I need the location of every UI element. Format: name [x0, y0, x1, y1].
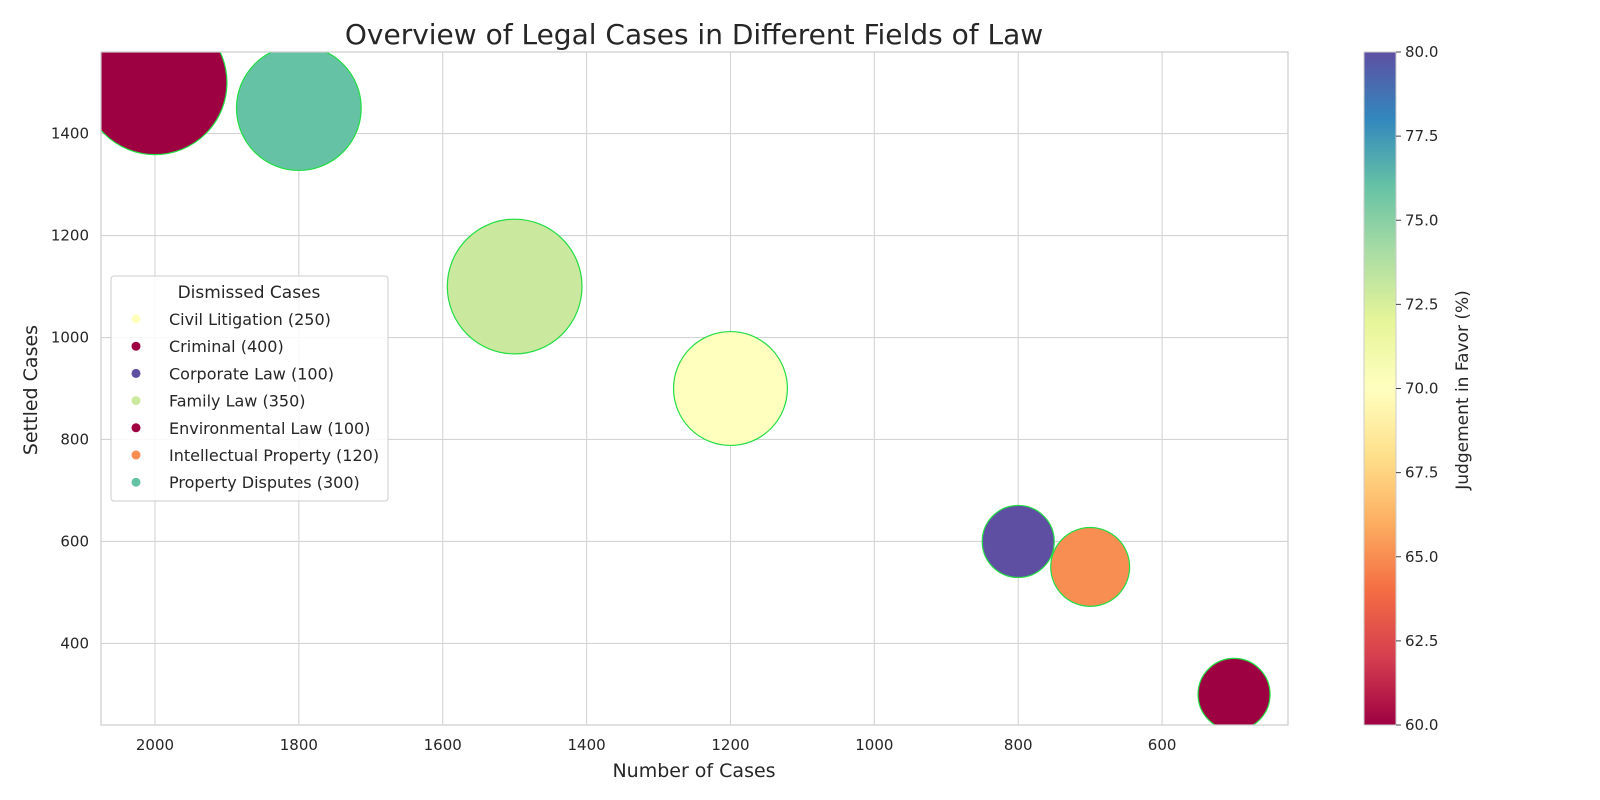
bubble [446, 218, 583, 355]
colorbar-label: Judgement in Favor (%) [1453, 290, 1473, 491]
legend-item: Family Law (350) [169, 392, 305, 411]
colorbar-tick-label: 62.5 [1405, 632, 1438, 650]
colorbar-tick-label: 80.0 [1405, 43, 1438, 61]
x-tick-label: 600 [1148, 736, 1177, 754]
legend-item: Environmental Law (100) [169, 419, 370, 438]
legend-item: Property Disputes (300) [169, 473, 360, 492]
colorbar: 60.0 62.5 65.0 67.5 70.0 72.5 75.0 77.5 80.0 Jud… [1363, 43, 1473, 734]
y-tick-label: 1000 [51, 329, 89, 347]
y-tick-label: 800 [60, 430, 89, 448]
x-tick-label: 1600 [424, 736, 462, 754]
y-tick-label: 1400 [51, 125, 89, 143]
legend-marker [131, 423, 141, 433]
bubble [101, 52, 228, 156]
legend-item: Corporate Law (100) [169, 364, 334, 383]
legend-item: Civil Litigation (250) [169, 310, 331, 329]
y-tick-label: 1200 [51, 227, 89, 245]
chart-title: Overview of Legal Cases in Different Fie… [345, 18, 1043, 51]
legend-marker [131, 450, 141, 460]
legend: Dismissed Cases Civil Litigation (250) Cr… [110, 275, 389, 502]
bubbles [101, 52, 1271, 725]
colorbar-tick-label: 77.5 [1405, 127, 1438, 145]
x-tick-label: 800 [1004, 736, 1033, 754]
legend-box [110, 275, 389, 502]
y-tick-label: 600 [60, 532, 89, 550]
bubble [672, 330, 788, 447]
bubble [1197, 657, 1271, 725]
colorbar-tick-label: 70.0 [1405, 380, 1438, 398]
colorbar-tick-label: 60.0 [1405, 716, 1438, 734]
legend-marker [131, 368, 141, 378]
plot-frame [100, 51, 1289, 726]
colorbar-tick-label: 75.0 [1405, 211, 1438, 229]
x-tick-label: 1200 [711, 736, 749, 754]
legend-item: Criminal (400) [169, 337, 284, 356]
bubble [235, 52, 362, 172]
x-axis-ticks: 2000 1800 1600 1400 1200 1000 800 600 [136, 736, 1177, 754]
x-tick-label: 2000 [136, 736, 174, 754]
x-tick-label: 1400 [567, 736, 605, 754]
y-tick-label: 400 [60, 634, 89, 652]
x-tick-label: 1800 [280, 736, 318, 754]
colorbar-gradient [1363, 51, 1397, 726]
legend-marker [131, 396, 141, 406]
x-axis-label: Number of Cases [612, 760, 775, 782]
colorbar-tick-label: 67.5 [1405, 464, 1438, 482]
legend-marker [131, 314, 141, 324]
y-axis-ticks: 400 600 800 1000 1200 1400 [51, 125, 89, 653]
legend-title: Dismissed Cases [178, 283, 321, 303]
y-axis-label: Settled Cases [20, 325, 42, 455]
bubble [1050, 526, 1131, 607]
legend-marker [131, 477, 141, 487]
legend-marker [131, 341, 141, 351]
legend-item: Intellectual Property (120) [169, 446, 379, 465]
colorbar-tick-label: 72.5 [1405, 295, 1438, 313]
x-tick-label: 1000 [855, 736, 893, 754]
colorbar-tick-label: 65.0 [1405, 548, 1438, 566]
bubble [981, 504, 1055, 579]
